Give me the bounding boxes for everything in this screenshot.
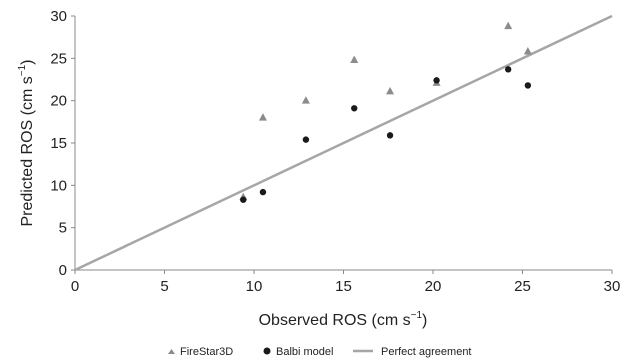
balbi-model-point (259, 188, 267, 196)
x-axis-label-main: Observed ROS (cm s (259, 312, 411, 329)
y-tick-label: 20 (50, 93, 67, 110)
balbi-model-point (504, 66, 512, 73)
y-axis-label-main: Predicted ROS (cm s (19, 76, 36, 226)
x-axis-label-sup: −1 (411, 310, 423, 321)
balbi-model-point (524, 82, 532, 89)
perfect-agreement-line (74, 14, 613, 272)
y-tick-label: 5 (59, 220, 67, 237)
y-axis-label-end: ) (19, 60, 36, 65)
y-tick-label: 0 (59, 262, 67, 279)
y-tick-labels: 0 5 10 15 20 25 30 (50, 8, 75, 279)
firestar3d-point (301, 96, 310, 104)
y-axis-label-sup: −1 (17, 64, 28, 76)
y-tick-label: 30 (50, 8, 67, 25)
legend-marker-firestar3d (168, 349, 175, 354)
x-tick-label: 30 (604, 278, 621, 295)
x-tick-labels: 0 5 10 15 20 25 30 (71, 270, 621, 295)
balbi-model-point (302, 136, 310, 143)
legend: FireStar3D Balbi model Perfect agreement (168, 346, 472, 358)
x-tick-label: 0 (71, 278, 79, 295)
legend-label-balbi: Balbi model (276, 346, 333, 358)
legend-label-firestar3d: FireStar3D (180, 346, 233, 358)
x-tick-label: 20 (425, 278, 442, 295)
x-tick-label: 5 (160, 278, 168, 295)
y-axis-label: Predicted ROS (cm s−1) (17, 60, 36, 227)
firestar3d-point (504, 21, 513, 30)
firestar3d-point (386, 86, 395, 95)
x-tick-label: 15 (335, 278, 352, 295)
legend-label-perfect-agreement: Perfect agreement (381, 346, 472, 358)
data-marks (74, 14, 613, 272)
legend-marker-balbi (263, 347, 271, 355)
firestar3d-point (523, 47, 532, 55)
y-tick-label: 10 (50, 177, 67, 194)
x-axis-label-end: ) (422, 312, 427, 329)
balbi-model-point (351, 105, 358, 112)
y-tick-label: 25 (50, 50, 67, 67)
x-axis-label: Observed ROS (cm s−1) (259, 310, 428, 329)
balbi-model-point (386, 132, 394, 139)
balbi-model-point (240, 196, 247, 203)
x-tick-label: 10 (246, 278, 263, 295)
firestar3d-point (350, 55, 359, 64)
firestar3d-point (258, 113, 267, 121)
x-tick-label: 25 (514, 278, 531, 295)
balbi-model-point (433, 77, 440, 84)
y-tick-label: 15 (50, 135, 67, 152)
